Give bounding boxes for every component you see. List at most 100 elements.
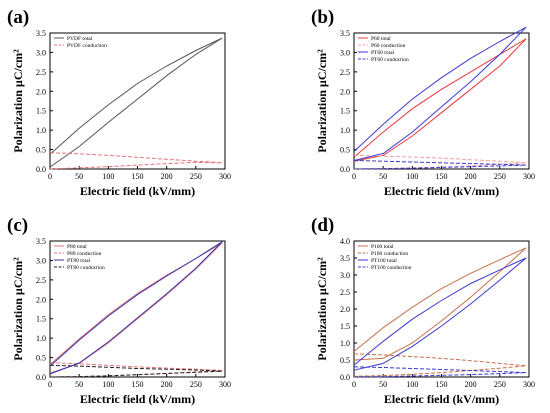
x-tick-label: 0 bbox=[48, 380, 52, 389]
y-axis-label: Polarization µC/cm² bbox=[11, 257, 25, 361]
series-line-pt60-total bbox=[353, 26, 527, 161]
x-axis-label: Electric field (kV/mm) bbox=[80, 184, 195, 198]
x-tick-label: 200 bbox=[465, 380, 477, 389]
x-tick-label: 300 bbox=[523, 172, 535, 181]
x-tick-label: 100 bbox=[406, 172, 418, 181]
x-tick-label: 0 bbox=[352, 380, 356, 389]
x-tick-label: 300 bbox=[219, 172, 231, 181]
y-tick-label: 2.0 bbox=[36, 295, 46, 304]
y-tick-label: 2.5 bbox=[36, 276, 46, 285]
x-tick-label: 200 bbox=[161, 380, 173, 389]
series-line-p100-total bbox=[353, 247, 527, 361]
y-tick-label: 0.5 bbox=[340, 146, 350, 155]
x-tick-label: 250 bbox=[494, 380, 506, 389]
chart-panel-c: 0 50 100 150 200 250 300 0.0 0.5 1.0 1.5 2.0 2.5 3.0 3… bbox=[7, 215, 231, 406]
x-tick-label: 100 bbox=[102, 380, 114, 389]
y-tick-label: 0.0 bbox=[340, 165, 350, 174]
y-tick-label: 2.0 bbox=[36, 87, 46, 96]
series-line-pvdf-total bbox=[49, 37, 223, 168]
x-tick-label: 300 bbox=[219, 380, 231, 389]
x-tick-label: 150 bbox=[436, 380, 448, 389]
x-axis-label: Electric field (kV/mm) bbox=[80, 392, 195, 406]
y-tick-label: 1.0 bbox=[36, 126, 46, 135]
x-tick-label: 50 bbox=[379, 380, 387, 389]
x-axis-label: Electric field (kV/mm) bbox=[384, 392, 499, 406]
legend-label: P100 total bbox=[371, 244, 394, 250]
y-tick-label: 3.0 bbox=[340, 271, 350, 280]
y-tick-label: 2.5 bbox=[340, 68, 350, 77]
x-tick-label: 150 bbox=[436, 172, 448, 181]
legend-label: P80 conduction bbox=[67, 251, 102, 257]
y-tick-label: 0.5 bbox=[36, 146, 46, 155]
series-line-p60-total bbox=[353, 38, 527, 162]
x-tick-label: 100 bbox=[406, 380, 418, 389]
y-tick-label: 0.5 bbox=[36, 354, 46, 363]
legend-label: P100 conduction bbox=[371, 251, 408, 257]
legend-label: P60 total bbox=[371, 36, 391, 42]
y-tick-label: 2.5 bbox=[36, 68, 46, 77]
legend-label: PVDF conduction bbox=[67, 43, 107, 49]
y-tick-label: 3.5 bbox=[340, 29, 350, 38]
y-tick-label: 3.5 bbox=[340, 254, 350, 263]
y-tick-label: 3.0 bbox=[340, 48, 350, 57]
legend-label: PT80 conduction bbox=[67, 265, 105, 271]
y-tick-label: 0.0 bbox=[340, 373, 350, 382]
series-line-pt100-total bbox=[353, 257, 527, 371]
chart-panel-a: 0 50 100 150 200 250 300 0.0 0.5 1.0 1.5 2.0 2.5 3.0 3… bbox=[7, 7, 231, 198]
y-tick-label: 3.0 bbox=[36, 48, 46, 57]
y-tick-label: 1.5 bbox=[36, 315, 46, 324]
y-tick-label: 1.5 bbox=[340, 322, 350, 331]
y-tick-label: 1.5 bbox=[36, 107, 46, 116]
legend-label: PT80 total bbox=[67, 258, 91, 264]
x-tick-label: 200 bbox=[465, 172, 477, 181]
x-tick-label: 0 bbox=[352, 172, 356, 181]
y-tick-label: 1.0 bbox=[340, 339, 350, 348]
legend-label: P60 conduction bbox=[371, 43, 406, 49]
y-tick-label: 3.0 bbox=[36, 256, 46, 265]
chart-panel-d: 0 50 100 150 200 250 300 0.0 0.5 1.0 1.5 2.0 2.5 3.0 3… bbox=[311, 215, 535, 406]
y-tick-label: 3.5 bbox=[36, 237, 46, 246]
y-tick-label: 1.0 bbox=[36, 334, 46, 343]
legend-label: PT60 conduction bbox=[371, 57, 409, 63]
legend-label: PT100 conduction bbox=[371, 265, 412, 271]
x-tick-label: 50 bbox=[379, 172, 387, 181]
x-tick-label: 250 bbox=[494, 172, 506, 181]
panel-label: (d) bbox=[311, 215, 334, 236]
x-tick-label: 50 bbox=[75, 172, 83, 181]
x-tick-label: 200 bbox=[161, 172, 173, 181]
series-line-pt80-total bbox=[49, 241, 223, 375]
x-axis-label: Electric field (kV/mm) bbox=[384, 184, 499, 198]
y-tick-label: 1.5 bbox=[340, 107, 350, 116]
y-tick-label: 1.0 bbox=[340, 126, 350, 135]
y-axis-label: Polarization µC/cm² bbox=[11, 49, 25, 153]
legend-label: PVDF total bbox=[67, 36, 93, 42]
legend-label: P80 total bbox=[67, 244, 87, 250]
chart-panel-b: 0 50 100 150 200 250 300 0.0 0.5 1.0 1.5 2.0 2.5 3.0 3… bbox=[311, 7, 535, 198]
x-tick-label: 300 bbox=[523, 380, 535, 389]
y-tick-label: 2.0 bbox=[340, 87, 350, 96]
y-tick-label: 3.5 bbox=[36, 29, 46, 38]
y-axis-label: Polarization µC/cm² bbox=[315, 257, 329, 361]
y-tick-label: 0.5 bbox=[340, 356, 350, 365]
y-tick-label: 4.0 bbox=[340, 237, 350, 246]
x-tick-label: 0 bbox=[48, 172, 52, 181]
y-tick-label: 2.0 bbox=[340, 305, 350, 314]
panel-label: (a) bbox=[7, 7, 29, 28]
panel-label: (b) bbox=[311, 7, 334, 28]
x-tick-label: 100 bbox=[102, 172, 114, 181]
legend-label: PT60 total bbox=[371, 50, 395, 56]
y-axis-label: Polarization µC/cm² bbox=[315, 49, 329, 153]
series-line-p80-total bbox=[49, 242, 223, 374]
x-tick-label: 250 bbox=[190, 172, 202, 181]
y-tick-label: 0.0 bbox=[36, 373, 46, 382]
y-tick-label: 2.5 bbox=[340, 288, 350, 297]
x-tick-label: 150 bbox=[132, 380, 144, 389]
series-line-p100-conduction bbox=[353, 353, 527, 377]
legend-label: PT100 total bbox=[371, 258, 397, 264]
x-tick-label: 150 bbox=[132, 172, 144, 181]
x-tick-label: 250 bbox=[190, 380, 202, 389]
x-tick-label: 50 bbox=[75, 380, 83, 389]
panel-label: (c) bbox=[7, 215, 28, 236]
y-tick-label: 0.0 bbox=[36, 165, 46, 174]
